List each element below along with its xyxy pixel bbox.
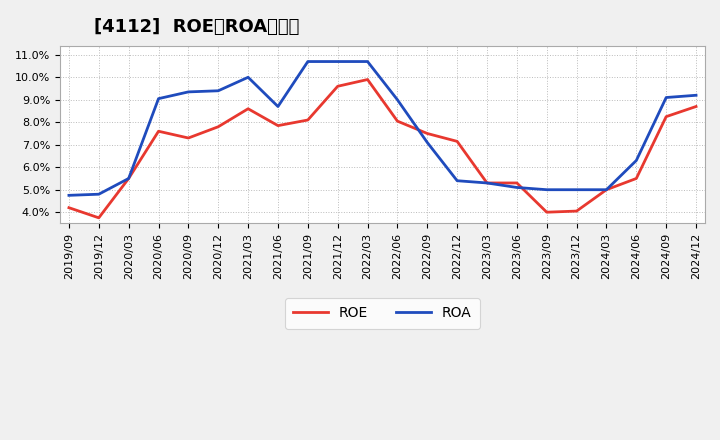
ROA: [274, 104, 282, 109]
ROA: [542, 187, 551, 192]
Line: ROA: ROA: [69, 62, 696, 195]
ROE: [184, 136, 193, 141]
ROA: [154, 96, 163, 101]
ROE: [333, 84, 342, 89]
ROA: [214, 88, 222, 93]
ROE: [274, 123, 282, 128]
ROA: [363, 59, 372, 64]
ROA: [65, 193, 73, 198]
ROA: [602, 187, 611, 192]
ROA: [393, 97, 402, 103]
ROE: [602, 187, 611, 192]
ROE: [692, 104, 701, 109]
ROE: [423, 131, 431, 136]
ROA: [513, 185, 521, 190]
ROE: [244, 106, 253, 111]
ROE: [154, 128, 163, 134]
ROE: [125, 176, 133, 181]
ROA: [125, 176, 133, 181]
ROA: [692, 93, 701, 98]
ROA: [244, 75, 253, 80]
ROA: [333, 59, 342, 64]
Text: [4112]  ROE、ROAの推移: [4112] ROE、ROAの推移: [94, 18, 299, 36]
ROE: [304, 117, 312, 123]
ROE: [65, 205, 73, 210]
ROA: [482, 180, 491, 186]
ROE: [393, 118, 402, 124]
ROA: [572, 187, 581, 192]
ROE: [482, 180, 491, 186]
ROE: [542, 209, 551, 215]
ROA: [304, 59, 312, 64]
ROE: [453, 139, 462, 144]
ROA: [94, 191, 103, 197]
ROA: [453, 178, 462, 183]
ROE: [363, 77, 372, 82]
ROA: [423, 140, 431, 145]
ROA: [184, 89, 193, 95]
ROE: [94, 215, 103, 220]
Legend: ROE, ROA: ROE, ROA: [285, 298, 480, 329]
Line: ROE: ROE: [69, 80, 696, 218]
ROE: [632, 176, 641, 181]
ROA: [662, 95, 670, 100]
ROE: [572, 209, 581, 214]
ROE: [513, 180, 521, 186]
ROE: [662, 114, 670, 119]
ROA: [632, 158, 641, 163]
ROE: [214, 124, 222, 129]
